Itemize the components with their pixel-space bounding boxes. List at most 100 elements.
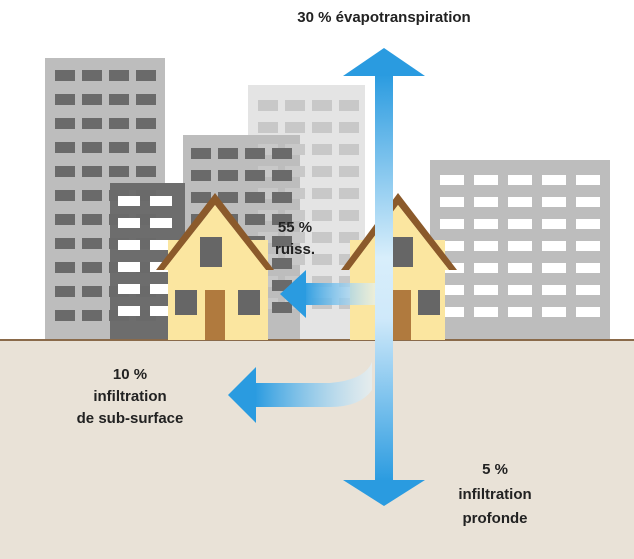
ground xyxy=(0,340,634,559)
window xyxy=(245,214,265,225)
window xyxy=(440,241,464,251)
window xyxy=(312,166,332,177)
window xyxy=(474,285,498,295)
window xyxy=(312,254,332,265)
window xyxy=(312,188,332,199)
window xyxy=(150,196,172,206)
window xyxy=(576,175,600,185)
window xyxy=(258,144,278,155)
window xyxy=(285,232,305,243)
window xyxy=(118,284,140,294)
window xyxy=(55,94,75,105)
window xyxy=(109,118,129,129)
window xyxy=(136,94,156,105)
window xyxy=(272,148,292,159)
window xyxy=(82,142,102,153)
window xyxy=(218,192,238,203)
window xyxy=(258,122,278,133)
window xyxy=(136,190,156,201)
arrow-head xyxy=(228,367,256,423)
window xyxy=(272,280,292,291)
window xyxy=(508,285,532,295)
window xyxy=(508,175,532,185)
window xyxy=(542,263,566,273)
window xyxy=(55,214,75,225)
window xyxy=(508,263,532,273)
window xyxy=(55,286,75,297)
label: 55 % xyxy=(278,219,312,236)
window xyxy=(82,214,102,225)
arrow-head xyxy=(343,480,425,506)
window xyxy=(245,170,265,181)
window xyxy=(82,166,102,177)
window xyxy=(285,166,305,177)
window xyxy=(440,307,464,317)
window xyxy=(272,302,292,313)
window xyxy=(508,307,532,317)
window xyxy=(339,188,359,199)
window xyxy=(542,219,566,229)
window xyxy=(258,210,278,221)
window xyxy=(312,276,332,287)
window xyxy=(440,197,464,207)
window xyxy=(542,197,566,207)
arrow-head xyxy=(343,48,425,76)
label: profonde xyxy=(463,510,528,527)
window xyxy=(245,148,265,159)
city xyxy=(45,58,610,340)
window xyxy=(136,286,156,297)
window xyxy=(272,192,292,203)
window xyxy=(109,70,129,81)
window xyxy=(82,310,102,321)
window xyxy=(109,166,129,177)
window xyxy=(339,100,359,111)
window xyxy=(258,100,278,111)
window xyxy=(474,263,498,273)
window xyxy=(150,284,172,294)
window xyxy=(272,170,292,181)
window xyxy=(339,210,359,221)
window xyxy=(576,307,600,317)
window xyxy=(136,70,156,81)
window xyxy=(312,232,332,243)
window xyxy=(474,175,498,185)
window xyxy=(285,188,305,199)
window xyxy=(258,232,278,243)
label: infiltration xyxy=(93,388,166,405)
window xyxy=(258,188,278,199)
window xyxy=(82,94,102,105)
window xyxy=(150,306,172,316)
window xyxy=(576,285,600,295)
window xyxy=(55,238,75,249)
window xyxy=(285,100,305,111)
window xyxy=(136,142,156,153)
window xyxy=(118,196,140,206)
window xyxy=(218,170,238,181)
window xyxy=(508,219,532,229)
window xyxy=(118,240,140,250)
window xyxy=(82,262,102,273)
window xyxy=(285,122,305,133)
window xyxy=(440,285,464,295)
window xyxy=(136,118,156,129)
window xyxy=(339,276,359,287)
window xyxy=(118,262,140,272)
window xyxy=(55,70,75,81)
window xyxy=(136,310,156,321)
window xyxy=(508,241,532,251)
window xyxy=(150,218,172,228)
label: infiltration xyxy=(458,486,531,503)
window xyxy=(474,241,498,251)
label: 30 % évapotranspiration xyxy=(297,9,470,26)
window xyxy=(191,148,211,159)
window xyxy=(339,166,359,177)
window xyxy=(55,262,75,273)
window xyxy=(542,285,566,295)
window xyxy=(136,238,156,249)
window xyxy=(55,118,75,129)
window xyxy=(136,262,156,273)
window xyxy=(576,263,600,273)
window xyxy=(339,122,359,133)
